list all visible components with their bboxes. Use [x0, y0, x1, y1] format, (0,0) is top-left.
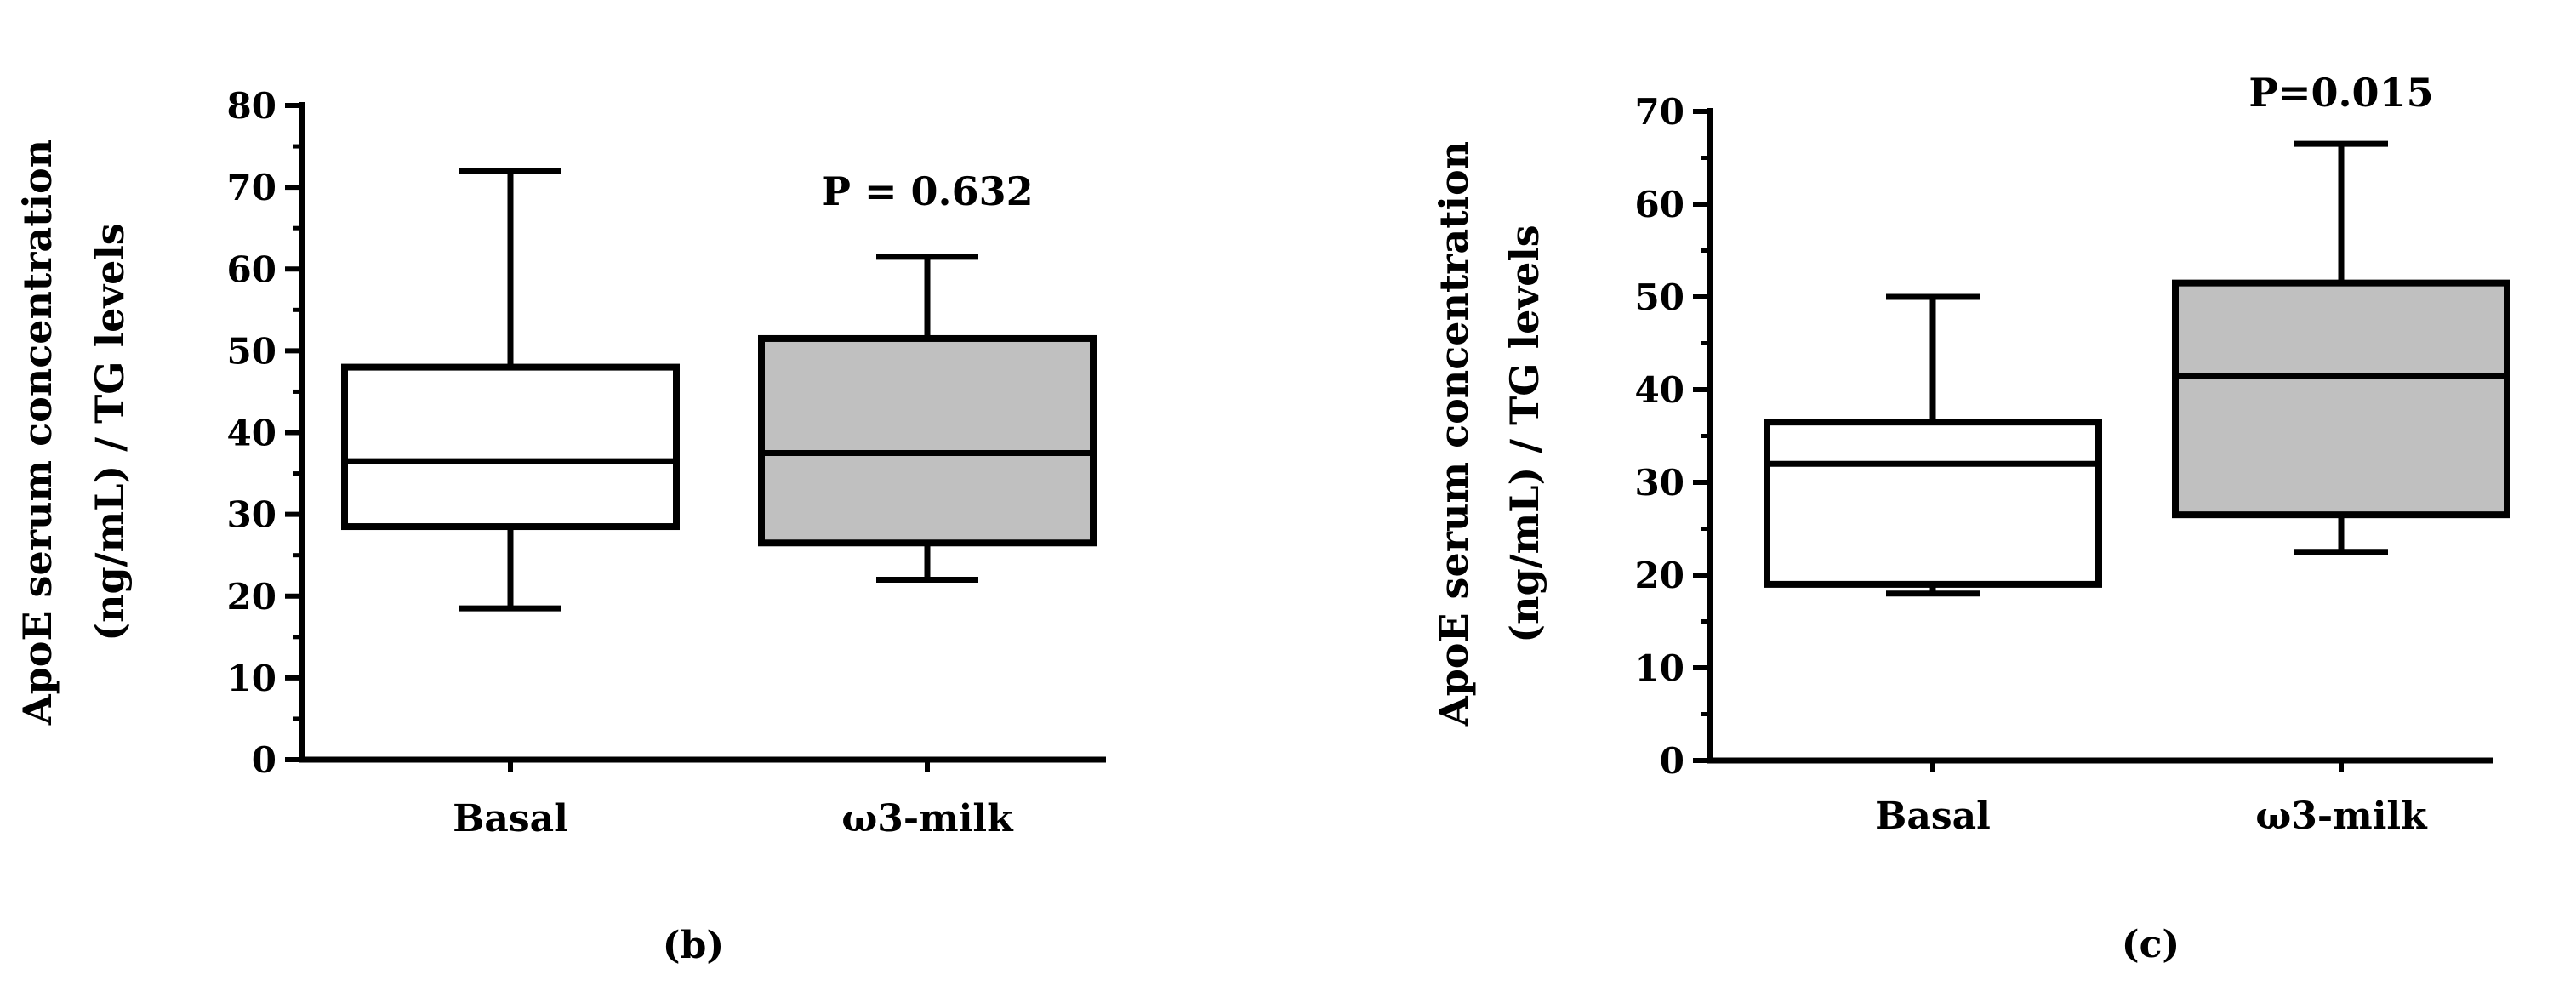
panel-c-y-axis-title-line1: ApoE serum concentration — [1431, 141, 1477, 727]
panel-c-box-iqr — [2172, 279, 2510, 519]
panel-b-y-tick-label: 70 — [227, 167, 276, 208]
panel-b-chart: 0 10 20 30 40 50 60 70 80 Basal ω3-milk P = 0.632 Ap… — [14, 85, 1106, 967]
panel-b-p-value: P = 0.632 — [821, 168, 1033, 214]
panel-b-x-tick-label: Basal — [453, 797, 568, 840]
panel-c-box-1 — [2172, 140, 2510, 555]
panel-c-p-value: P=0.015 — [2248, 70, 2433, 116]
panel-b-y-tick-label: 40 — [227, 413, 276, 454]
panel-b-y-tick-label: 10 — [227, 658, 276, 699]
panel-b-y-axis-title-line2: (ng/mL) / TG levels — [87, 223, 133, 641]
panel-b-box-0 — [341, 168, 680, 612]
panel-b-y-tick-label: 30 — [227, 494, 276, 536]
panel-c-y-tick-label: 40 — [1635, 369, 1684, 411]
panel-b-box-iqr — [758, 334, 1097, 547]
panel-c-panel-label: (c) — [2122, 923, 2180, 966]
panel-c-y-tick-label: 20 — [1635, 555, 1684, 596]
panel-b-x-tick-label: ω3-milk — [841, 797, 1014, 840]
panel-b-panel-label: (b) — [663, 924, 724, 967]
panel-b-y-tick-label: 0 — [252, 739, 276, 781]
panel-b-box-1 — [758, 254, 1097, 584]
panel-c-y-tick-label: 50 — [1635, 276, 1684, 318]
panel-b-box-iqr — [341, 363, 680, 531]
panel-c-box-0 — [1764, 293, 2102, 597]
panel-b-y-axis-title-line1: ApoE serum concentration — [14, 140, 60, 726]
panel-c-chart: 0 10 20 30 40 50 60 70 Basal ω3-milk P=0.015 ApoE s… — [1431, 70, 2510, 966]
panel-c-box-iqr — [1764, 419, 2102, 588]
panel-c-y-tick-label: 70 — [1635, 91, 1684, 133]
panel-b-y-tick-label: 20 — [227, 576, 276, 618]
panel-b-y-tick-label: 50 — [227, 330, 276, 372]
panel-c-y-tick-label: 0 — [1660, 740, 1684, 782]
panel-c-y-axis-title-line2: (ng/mL) / TG levels — [1502, 225, 1547, 642]
panel-c-y-tick-label: 30 — [1635, 462, 1684, 504]
panel-c-y-tick-label: 60 — [1635, 184, 1684, 225]
panel-c-x-tick-label: Basal — [1875, 795, 1991, 838]
panel-b-y-tick-label: 60 — [227, 248, 276, 290]
panel-b-y-tick-label: 80 — [227, 85, 276, 127]
panel-c-x-tick-label: ω3-milk — [2255, 795, 2428, 838]
panel-c-y-tick-label: 10 — [1635, 647, 1684, 689]
